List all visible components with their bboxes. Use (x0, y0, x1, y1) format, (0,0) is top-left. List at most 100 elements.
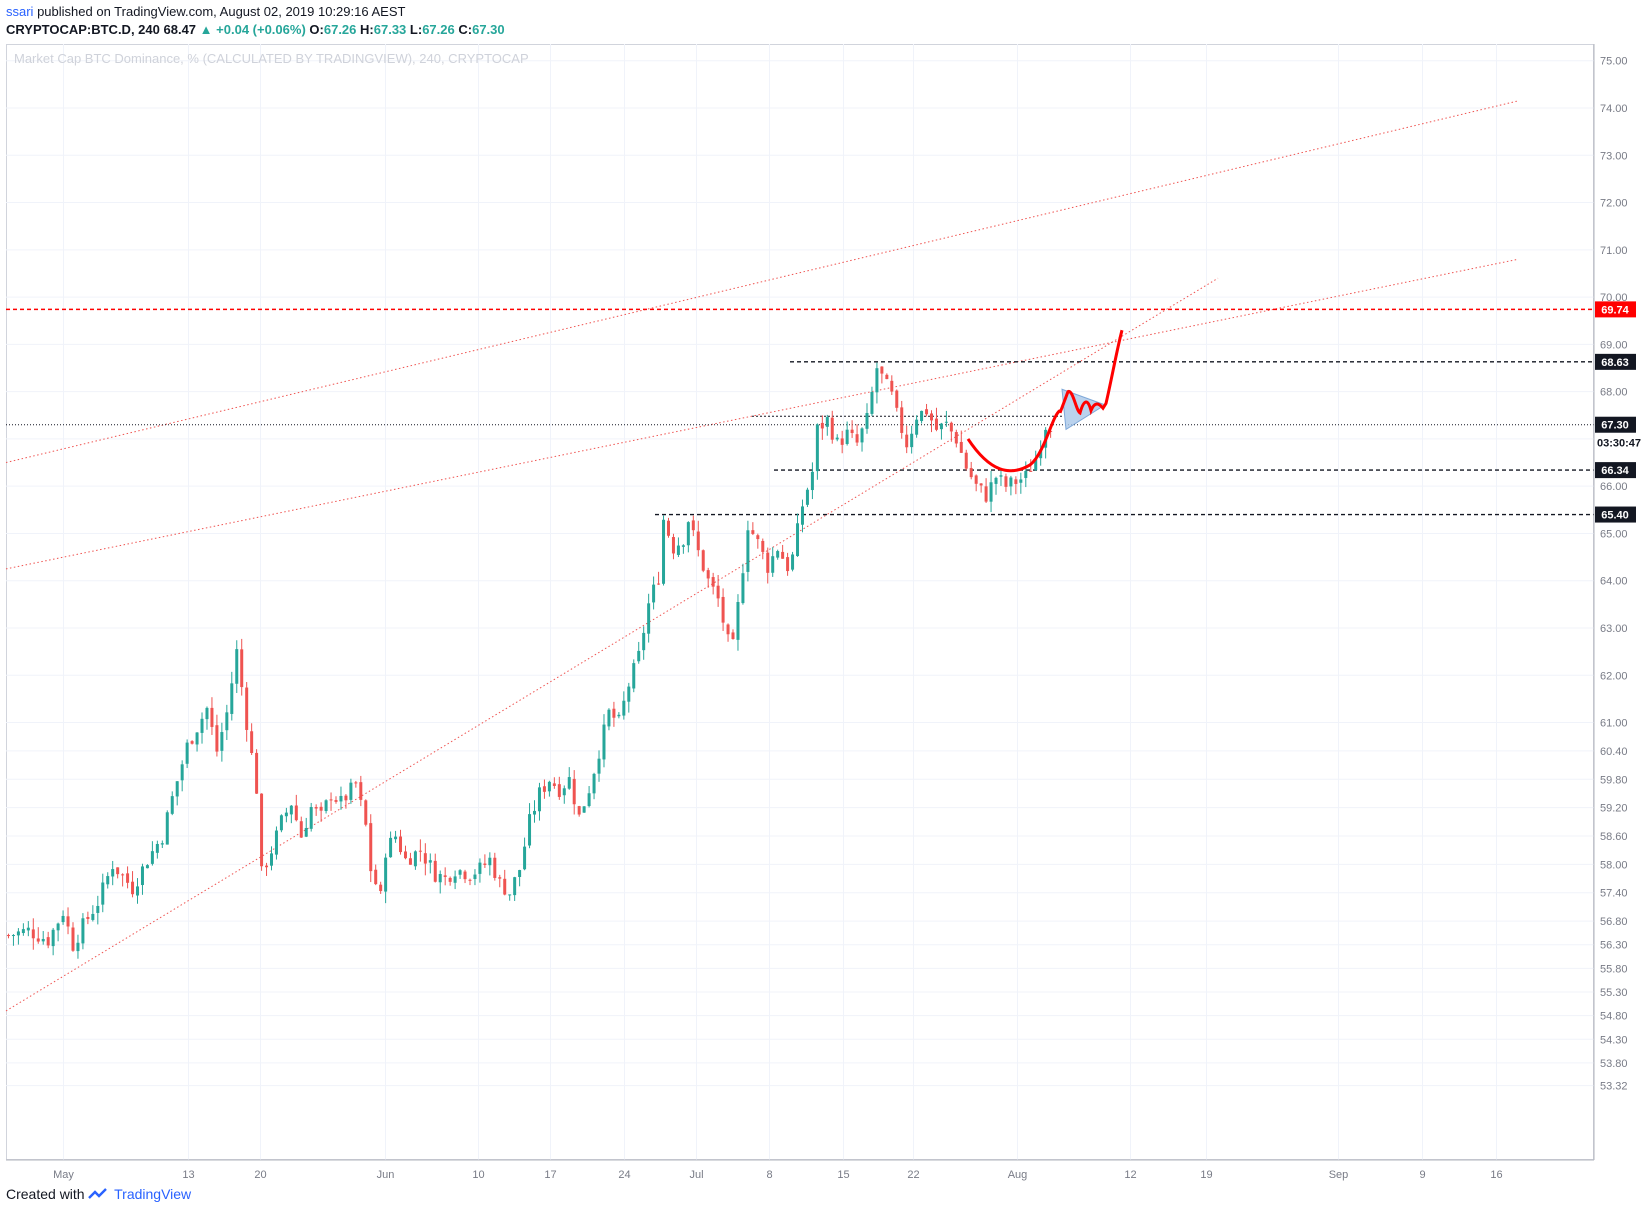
candle-body (557, 784, 561, 797)
candle-body (344, 795, 348, 801)
candle-body (155, 843, 159, 853)
candle-body (716, 585, 720, 599)
candle-body (235, 649, 239, 684)
candle-body (255, 752, 259, 794)
candle-body (334, 800, 338, 802)
candle-body (845, 429, 849, 444)
candle-body (36, 938, 40, 942)
candle-body (905, 434, 909, 448)
open-label: O: (309, 22, 324, 37)
y-tick-label: 70.00 (1600, 292, 1628, 304)
cup-curve (966, 409, 1062, 473)
x-tick-label: 22 (907, 1169, 919, 1181)
candle-body (26, 927, 30, 931)
candle-body (805, 489, 809, 505)
candle-body (289, 805, 293, 815)
trendlines[interactable] (5, 100, 1519, 1012)
change-value: ▲ +0.04 (+0.06%) (199, 22, 306, 37)
low-value: 67.26 (422, 22, 455, 37)
candle-body (31, 929, 35, 939)
horizontal-levels[interactable] (6, 308, 1594, 516)
candle-body (403, 851, 407, 859)
grid (6, 44, 1594, 1160)
candle-body (949, 422, 953, 432)
candle-body (324, 800, 328, 812)
candle-body (56, 923, 60, 931)
candle-body (423, 853, 427, 864)
x-tick-label: 17 (544, 1169, 556, 1181)
publish-info: ssari published on TradingView.com, Augu… (6, 4, 405, 19)
projection-drawings[interactable] (966, 329, 1124, 473)
x-tick-label: 20 (254, 1169, 266, 1181)
candle-body (314, 807, 318, 809)
candle-body (910, 433, 914, 448)
candle-body (126, 873, 130, 883)
candle-body (418, 850, 422, 852)
author-link[interactable]: ssari (6, 4, 34, 19)
candle-body (478, 862, 482, 874)
candle-body (245, 687, 249, 730)
candle-body (999, 475, 1003, 477)
candle-body (443, 875, 447, 877)
candle-body (11, 935, 15, 937)
symbol-timeframe[interactable]: CRYPTOCAP:BTC.D, 240 (6, 22, 160, 37)
candle-body (706, 570, 710, 579)
y-tick-label: 63.00 (1600, 623, 1628, 635)
candle-body (820, 422, 824, 429)
candle-body (111, 869, 115, 877)
candle-body (652, 584, 656, 603)
candle-body (607, 709, 611, 727)
tradingview-brand[interactable]: TradingView (114, 1186, 192, 1202)
candle-body (364, 800, 368, 825)
candle-body (513, 877, 517, 896)
x-tick-label: Jun (377, 1169, 395, 1181)
candle-body (106, 876, 110, 885)
candle-body (657, 583, 661, 585)
candle-body (448, 877, 452, 882)
price-axis[interactable]: 75.00 74.00 73.00 72.00 71.00 70.00 69.00 68.00… (1600, 56, 1628, 1093)
price-tags: 69.74 68.63 66.34 65.40 67.30 03:30:47 (1595, 301, 1641, 523)
candle-body (210, 707, 214, 727)
candle-body (796, 523, 800, 557)
candle-body (96, 905, 100, 913)
candle-body (483, 863, 487, 865)
candle-body (895, 390, 899, 408)
candle-body (468, 879, 472, 881)
candle-body (438, 874, 442, 883)
candle-body (984, 486, 988, 502)
y-tick-label: 75.00 (1600, 56, 1628, 68)
candle-body (116, 867, 120, 875)
candle-body (369, 823, 373, 872)
candle-body (632, 663, 636, 689)
candle-body (711, 577, 715, 587)
candle-body (542, 786, 546, 792)
candle-body (354, 782, 358, 784)
candle-body (989, 482, 993, 502)
x-tick-label: Jul (689, 1169, 703, 1181)
price-tag-69-74 (1595, 301, 1636, 318)
candle-body (915, 419, 919, 435)
time-axis[interactable]: May 13 20 Jun 10 17 24 Jul 8 15 22 Aug 12 19 Sep 9 16 (53, 1169, 1503, 1181)
candle-body (503, 878, 507, 895)
candle-body (726, 624, 730, 635)
candle-body (751, 530, 755, 534)
candle-body (885, 374, 889, 380)
candle-body (771, 556, 775, 573)
candle-body (920, 410, 924, 422)
candle-body (180, 764, 184, 781)
candle-body (567, 777, 571, 789)
candle-body (131, 881, 135, 895)
candle-body (662, 519, 666, 584)
candle-body (810, 471, 814, 491)
candle-body (592, 773, 596, 794)
candle-body (900, 407, 904, 433)
x-tick-label: 13 (182, 1169, 194, 1181)
price-tag-65-40-text: 65.40 (1601, 510, 1629, 522)
candle-body (339, 795, 343, 802)
candle-body (860, 428, 864, 443)
candle-body (622, 700, 626, 716)
candle-body (1039, 449, 1043, 459)
breakout-wave (1058, 329, 1124, 416)
candle-body (800, 506, 804, 525)
